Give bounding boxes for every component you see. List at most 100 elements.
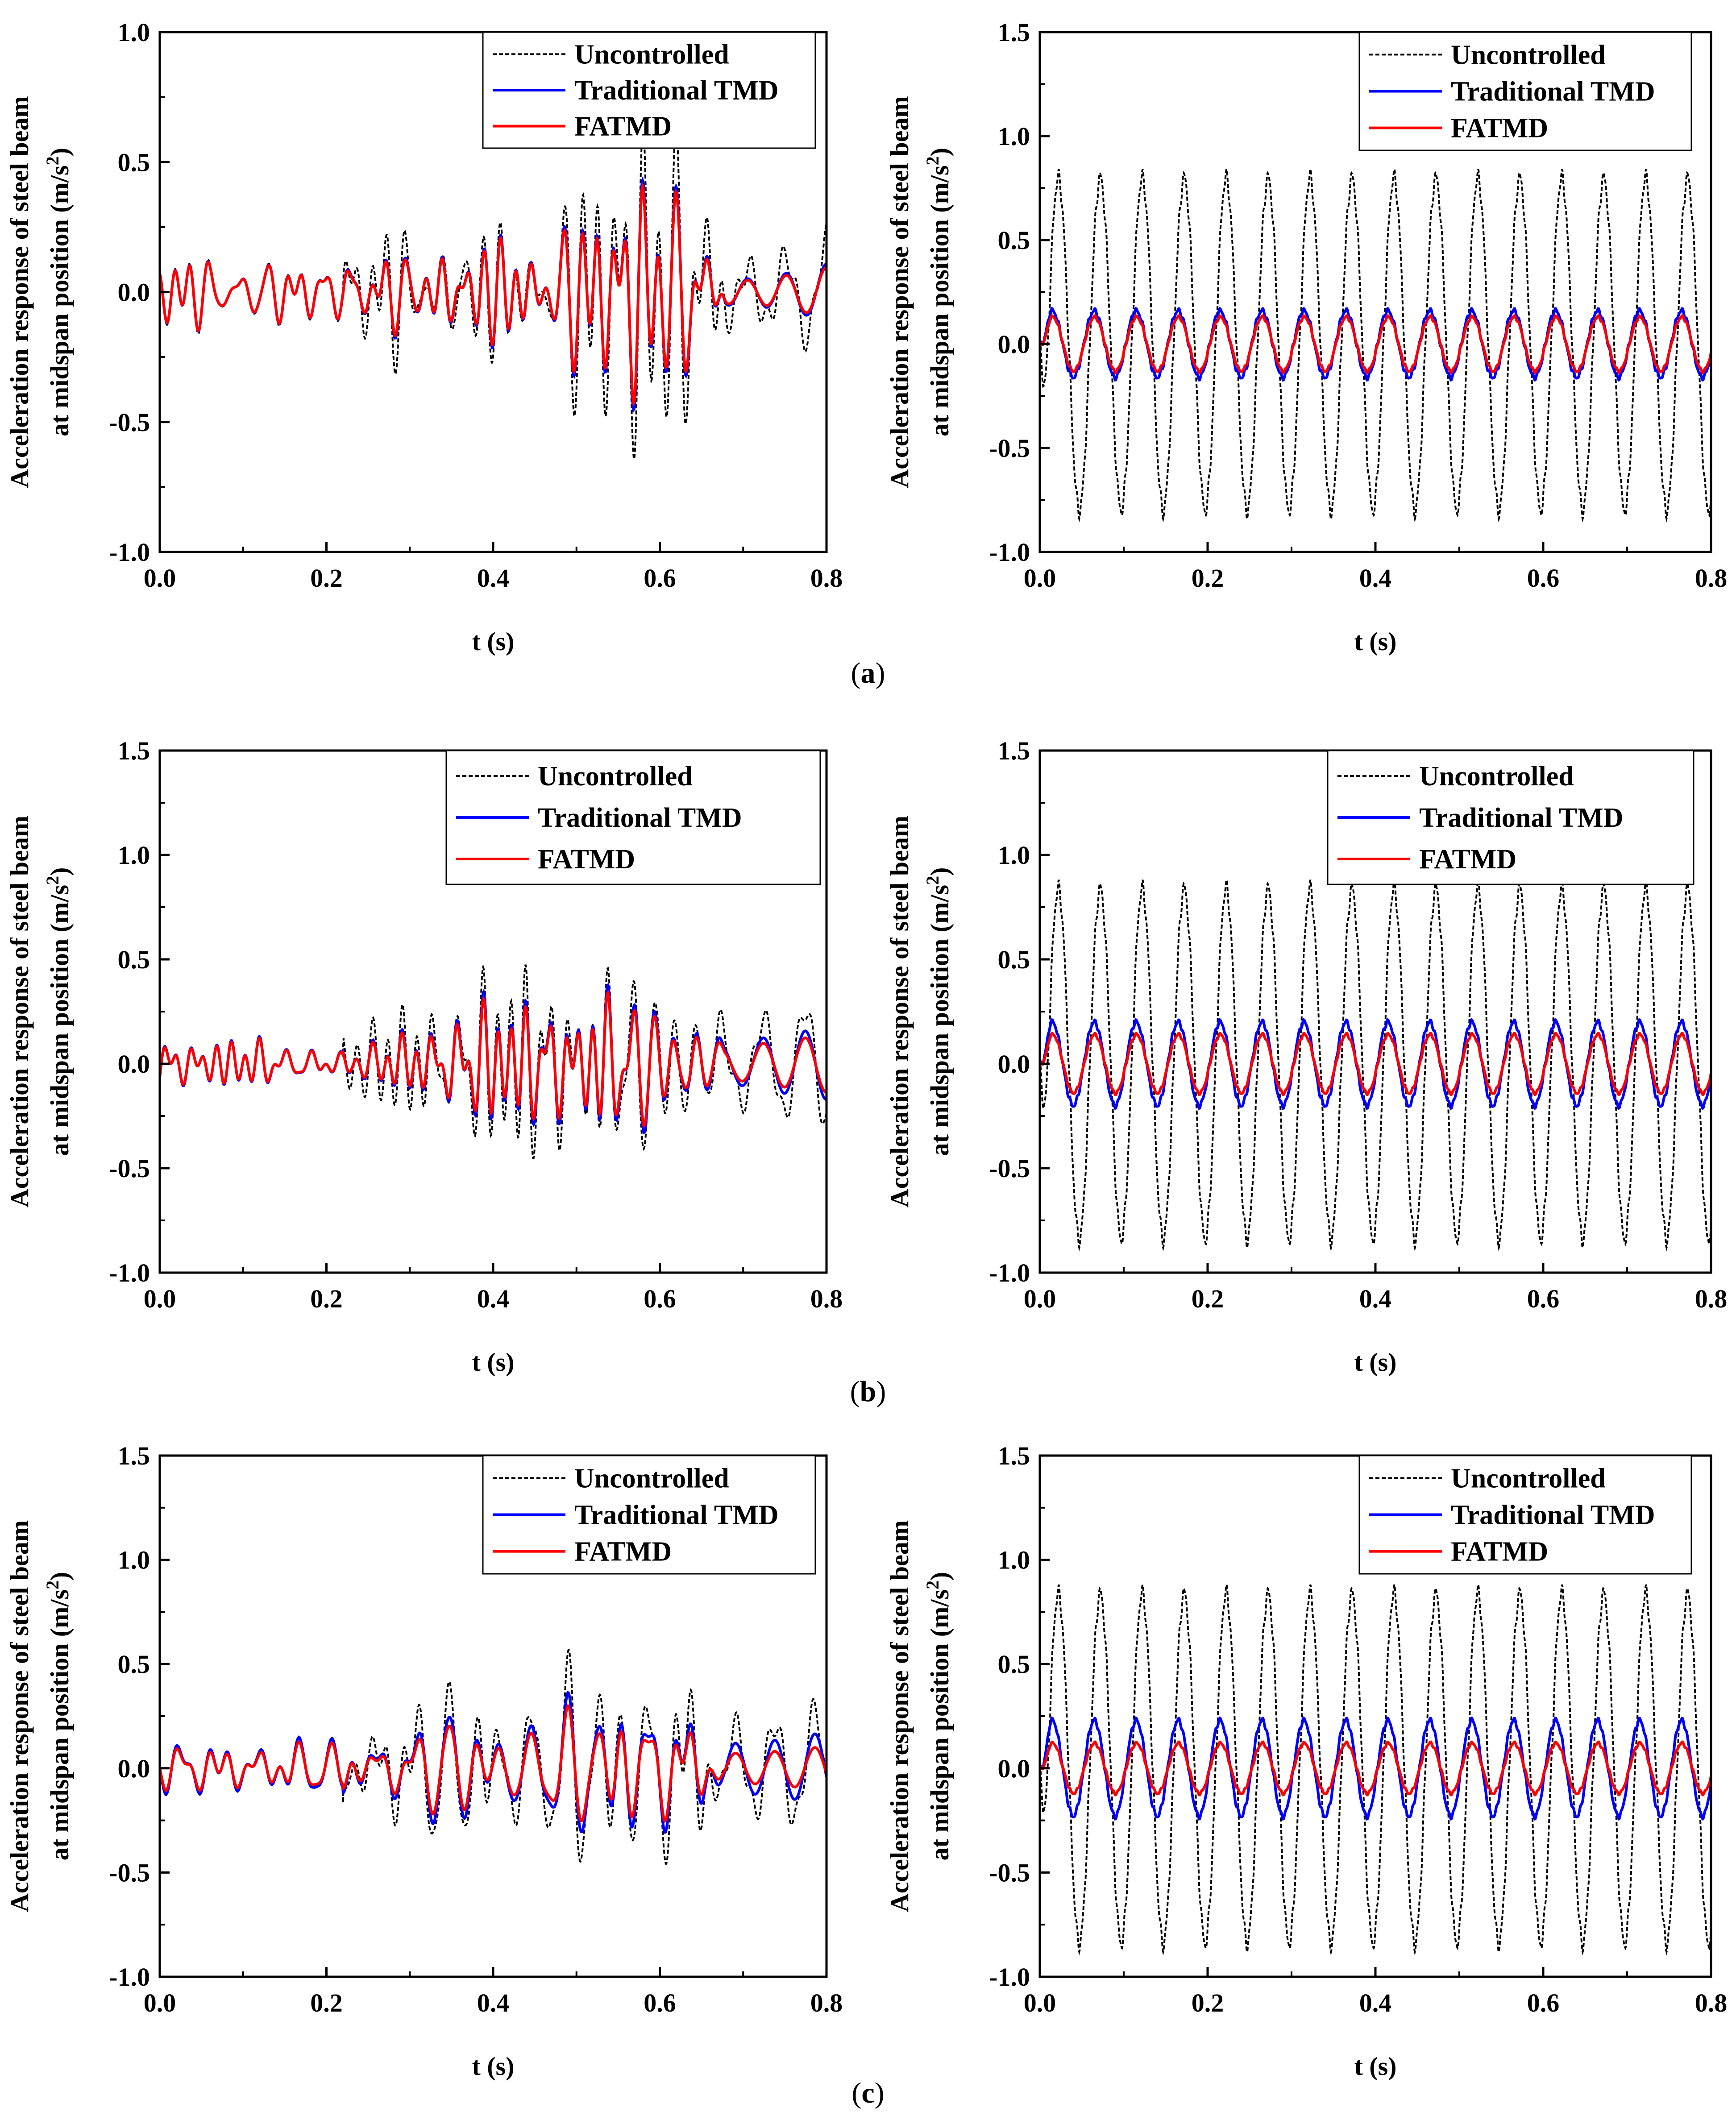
y-axis-unit-exponent: 2 [42,1581,62,1589]
x-tick-label: 0.2 [1192,1284,1224,1313]
legend-label: FATMD [538,844,635,875]
series-fatmd [1040,1032,1711,1096]
legend-label: Uncontrolled [1451,1463,1606,1494]
y-axis-unit: at midspan position (m/s [925,885,954,1156]
legend-label: FATMD [1451,1537,1548,1567]
x-tick-label: 0.0 [1024,1988,1056,2017]
y-axis-title-line2: at midspan position (m/s2) [922,148,954,436]
y-tick-label: 1.0 [118,1546,150,1575]
y-tick-label: 0.5 [998,945,1030,974]
y-tick-label: 0.5 [998,1650,1030,1679]
series-fatmd [160,1704,826,1823]
series-fatmd [1040,1740,1711,1796]
y-tick-label: -1.0 [989,1258,1030,1287]
y-axis-title-line1: Acceleration response of steel beam [5,96,34,488]
legend-label: Uncontrolled [574,1463,729,1494]
x-tick-label: 0.0 [144,1284,176,1313]
x-tick-label: 0.6 [1527,1988,1560,2017]
y-tick-label: 1.5 [118,1441,150,1470]
y-axis-title-line1: Acceleration response of steel beam [5,816,34,1207]
y-axis-unit-exponent: 2 [42,156,62,165]
caption-close: ) [876,1375,886,1408]
legend-label: FATMD [574,112,672,142]
y-axis-title-line1: Acceleration response of steel beam [885,816,914,1207]
y-axis-title-line2: at midspan position (m/s2) [922,1572,954,1861]
caption-letter: c [861,2077,874,2109]
legend-label: Uncontrolled [1451,40,1606,70]
y-tick-label: 0.0 [998,1050,1030,1079]
y-tick-label: 0.0 [118,1754,150,1783]
plot-area [160,1648,826,1866]
plot-area [160,964,826,1159]
chart-panel-b-right: 0.0 0.2 0.4 0.6 0.8 -1.0 -0.5 0.0 0.5 1.0 1.5 t (s)… [885,736,1727,1377]
series-uncontrolled [160,123,826,460]
y-tick-label: 1.5 [118,736,150,765]
y-axis-unit-close: ) [45,148,74,156]
x-tick-label: 0.0 [144,1988,176,2017]
legend: Uncontrolled Traditional TMD FATMD [1327,750,1694,885]
caption-close: ) [875,2077,885,2109]
legend-label: Traditional TMD [574,75,779,106]
x-tick-label: 0.2 [310,1284,343,1313]
y-axis-unit-close: ) [925,148,954,156]
y-axis-title-line1: Acceleration response of steel beam [5,1520,34,1912]
y-axis-unit: at midspan position (m/s [925,165,954,436]
y-tick-label: -0.5 [109,408,150,437]
legend: Uncontrolled Traditional TMD FATMD [1358,31,1692,151]
y-tick-label: 1.0 [998,841,1030,870]
y-tick-label: 0.5 [998,226,1030,255]
caption-open: ( [851,657,861,689]
x-tick-label: 0.6 [1527,564,1560,593]
y-axis-unit-close: ) [45,867,74,876]
y-axis-title-line2: at midspan position (m/s2) [42,1572,74,1861]
y-axis-unit-exponent: 2 [922,876,943,885]
x-tick-label: 0.8 [810,1988,843,2017]
x-tick-label: 0.8 [810,1284,843,1313]
x-axis-title: t (s) [472,2052,514,2081]
y-tick-label: 1.5 [998,18,1030,47]
y-tick-label: -1.0 [109,538,150,567]
series-fatmd [1040,314,1711,374]
x-axis-title: t (s) [472,1348,514,1377]
y-axis-unit: at midspan position (m/s [45,885,74,1156]
legend-label: Traditional TMD [538,803,742,833]
y-axis-unit: at midspan position (m/s [925,1589,954,1861]
panel-caption: (a) [851,657,885,689]
y-tick-label: -0.5 [989,1154,1030,1183]
caption-open: ( [851,2077,861,2109]
legend: Uncontrolled Traditional TMD FATMD [1358,1455,1692,1575]
y-tick-label: -0.5 [989,1858,1030,1887]
series-uncontrolled [1040,880,1711,1252]
legend-label: FATMD [1451,113,1548,144]
y-axis-title-line1: Acceleration response of steel beam [885,1520,914,1912]
chart-panel-a-left: 0.0 0.2 0.4 0.6 0.8 -1.0 -0.5 0.0 0.5 1.0 t (s) Acc… [5,18,843,656]
y-tick-label: -1.0 [109,1258,150,1287]
y-axis-unit-exponent: 2 [922,1581,943,1589]
caption-letter: b [860,1375,876,1408]
x-tick-label: 0.8 [1695,564,1728,593]
y-tick-label: -1.0 [989,538,1030,567]
x-tick-label: 0.4 [1359,1284,1392,1313]
legend-label: Uncontrolled [538,761,693,792]
y-axis-unit-exponent: 2 [922,156,943,165]
y-axis-unit-exponent: 2 [42,876,62,885]
chart-panel-c-right: 0.0 0.2 0.4 0.6 0.8 -1.0 -0.5 0.0 0.5 1.0 1.5 t (s)… [885,1441,1727,2081]
x-tick-label: 0.0 [1024,1284,1056,1313]
legend-label: Traditional TMD [1451,77,1655,107]
y-axis-unit-close: ) [45,1572,74,1581]
panel-caption: (c) [851,2077,884,2109]
y-tick-label: -1.0 [109,1962,150,1991]
x-tick-label: 0.4 [477,1988,510,2017]
x-tick-label: 0.6 [1527,1284,1560,1313]
y-axis-title-line2: at midspan position (m/s2) [922,867,954,1156]
y-axis-title-line2: at midspan position (m/s2) [42,148,74,436]
plot-area [1040,1584,1711,1956]
legend: Uncontrolled Traditional TMD FATMD [482,1455,816,1575]
legend-label: Uncontrolled [574,39,729,70]
series-traditional-tmd [1040,1716,1711,1821]
x-tick-label: 0.6 [644,564,676,593]
legend: Uncontrolled Traditional TMD FATMD [445,750,821,885]
y-tick-label: -0.5 [989,434,1030,463]
y-tick-label: 1.0 [998,1546,1030,1575]
